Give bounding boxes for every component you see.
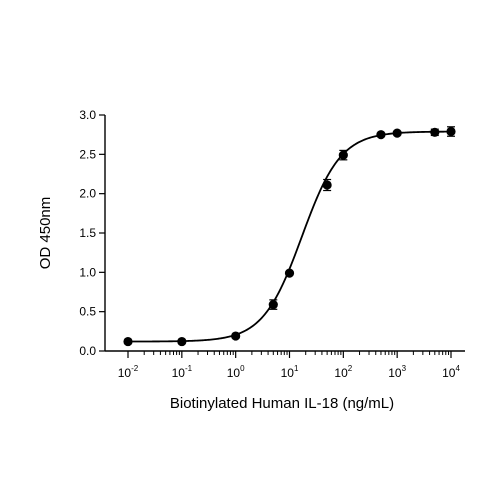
x-tick-label: 101 [281, 364, 299, 380]
x-tick-label: 103 [388, 364, 406, 380]
data-point [322, 180, 332, 190]
data-point [284, 268, 295, 278]
y-tick-label: 1.0 [79, 265, 96, 279]
data-point [123, 336, 133, 347]
data-point [268, 299, 278, 310]
data-point [446, 126, 456, 137]
data-point [376, 130, 386, 140]
x-tick-label: 10-1 [172, 364, 193, 380]
data-point [177, 336, 187, 347]
x-tick-label: 102 [334, 364, 352, 380]
x-axis-title: Biotinylated Human IL-18 (ng/mL) [170, 395, 394, 412]
y-tick-label: 1.5 [79, 226, 96, 240]
x-tick-label: 10-2 [118, 364, 139, 380]
y-axis-title: OD 450nm [37, 197, 54, 270]
data-point [231, 331, 241, 341]
data-point [392, 128, 402, 138]
data-points-group [123, 126, 456, 347]
axes: 0.0 0.5 1.0 1.5 2.0 2.5 3.0 10-2 10-1 100 101 102 10… [79, 108, 465, 380]
x-tick-label: 104 [442, 364, 460, 380]
fit-curve [128, 130, 452, 343]
y-tick-label: 2.0 [79, 187, 96, 201]
x-tick-label: 100 [227, 364, 245, 380]
y-tick-label: 0.5 [79, 305, 96, 319]
y-tick-label: 3.0 [79, 108, 96, 122]
y-tick-label: 2.5 [79, 147, 96, 161]
data-point [338, 150, 348, 160]
fit-curve-group [128, 130, 452, 343]
y-tick-label: 0.0 [79, 344, 96, 358]
data-point [430, 127, 440, 137]
